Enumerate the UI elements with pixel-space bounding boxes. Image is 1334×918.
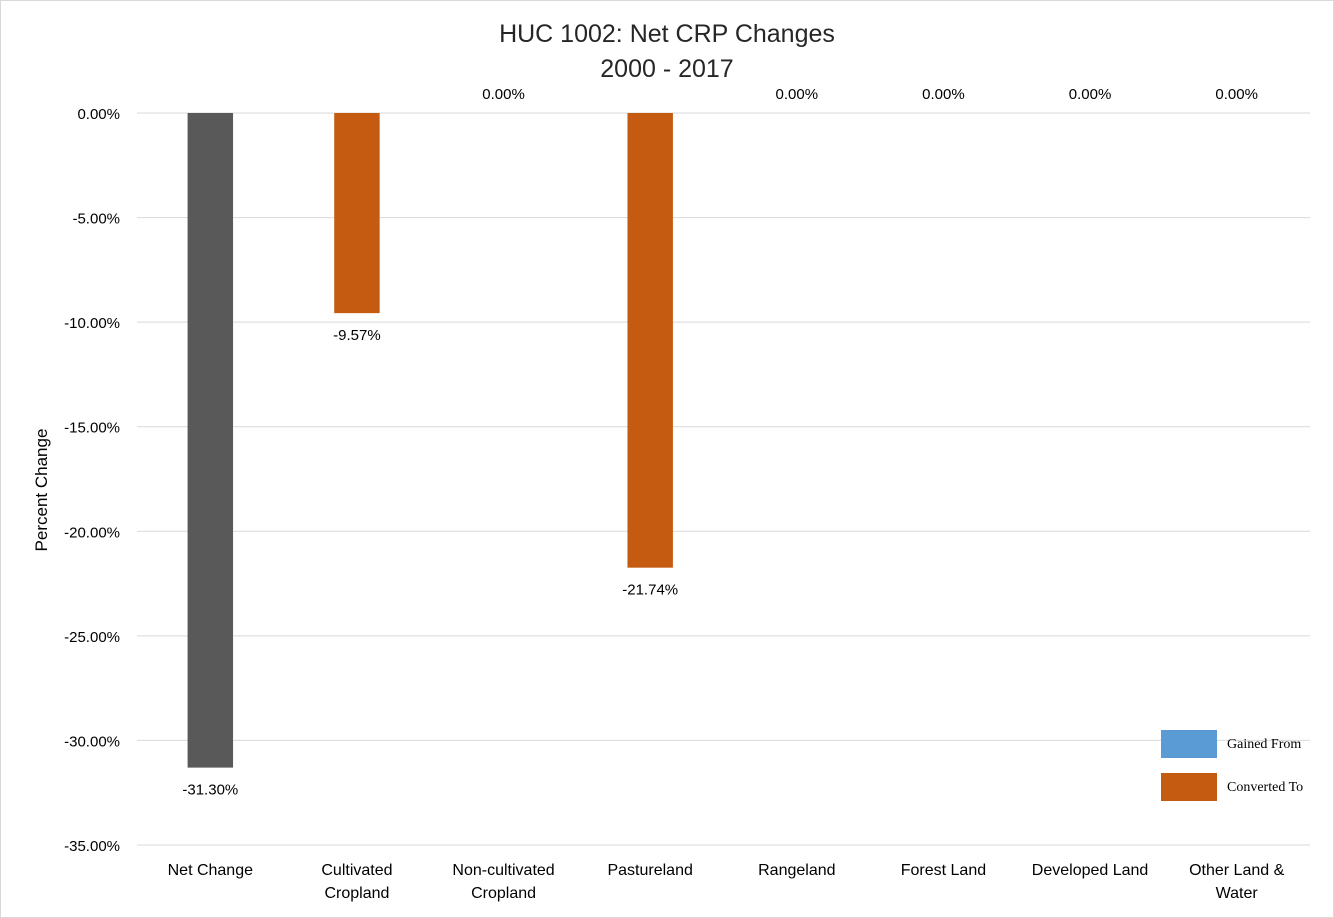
- y-tick-label: -15.00%: [64, 420, 120, 437]
- y-tick-label: -25.00%: [64, 629, 120, 646]
- x-tick-label: Rangeland: [758, 862, 835, 879]
- x-tick-label: Non-cultivated Cropland: [452, 862, 554, 902]
- chart-subtitle: 2000 - 2017: [600, 55, 734, 83]
- bar: [334, 113, 380, 314]
- x-tick-label: Developed Land: [1032, 862, 1149, 879]
- legend-swatch: [1161, 773, 1217, 801]
- x-tick-label: Forest Land: [901, 862, 986, 879]
- y-tick-label: -5.00%: [72, 211, 120, 228]
- data-label: 0.00%: [1069, 86, 1112, 103]
- legend-swatch: [1161, 730, 1217, 758]
- data-label: 0.00%: [776, 86, 819, 103]
- data-label: -21.74%: [622, 582, 678, 599]
- y-tick-label: -30.00%: [64, 733, 120, 750]
- bar: [627, 113, 673, 568]
- data-label: 0.00%: [1215, 86, 1258, 103]
- x-tick-label: Net Change: [168, 862, 253, 879]
- chart-title: HUC 1002: Net CRP Changes: [499, 20, 835, 48]
- y-tick-label: -10.00%: [64, 315, 120, 332]
- data-label: 0.00%: [922, 86, 965, 103]
- bar: [187, 113, 234, 768]
- legend-label: Converted To: [1227, 780, 1303, 795]
- x-tick-label: Other Land & Water: [1189, 862, 1285, 902]
- y-tick-label: 0.00%: [77, 106, 120, 123]
- x-tick-label: Cultivated Cropland: [321, 862, 392, 902]
- y-tick-label: -35.00%: [64, 838, 120, 855]
- data-label: 0.00%: [482, 86, 525, 103]
- y-tick-label: -20.00%: [64, 524, 120, 541]
- data-label: -31.30%: [182, 782, 238, 799]
- x-tick-label: Pastureland: [607, 862, 692, 879]
- legend-label: Gained From: [1227, 737, 1301, 752]
- data-label: -9.57%: [333, 327, 381, 344]
